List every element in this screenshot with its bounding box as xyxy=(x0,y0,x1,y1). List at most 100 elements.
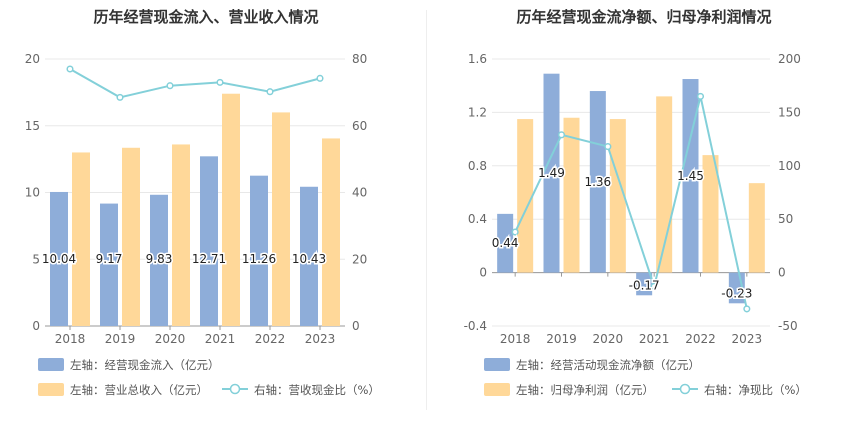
bar-series-2 xyxy=(72,152,90,326)
line-point xyxy=(511,228,519,236)
y-right-tick-label: 40 xyxy=(352,186,367,200)
x-tick-label: 2018 xyxy=(55,332,86,346)
bar-series-1 xyxy=(636,272,653,296)
bar-series-1 xyxy=(200,156,218,326)
line-point xyxy=(266,88,274,96)
x-tick-label: 2023 xyxy=(305,332,336,346)
x-tick-label: 2021 xyxy=(205,332,236,346)
line-point xyxy=(743,305,751,313)
data-label: 9.17 xyxy=(96,252,123,266)
x-tick-label: 2018 xyxy=(500,332,531,346)
line-point xyxy=(116,93,124,101)
line-point xyxy=(216,78,224,86)
bar-series-2 xyxy=(172,144,190,326)
data-label: 9.83 xyxy=(146,252,173,266)
line-point xyxy=(650,282,658,291)
bar-series-1 xyxy=(50,191,68,326)
data-label: -0.23 xyxy=(721,286,752,300)
x-tick-label: 2022 xyxy=(255,332,286,346)
y-left-tick-label: 1.6 xyxy=(468,52,487,66)
x-tick-label: 2021 xyxy=(639,332,670,346)
legend-swatch-series-1 xyxy=(38,358,64,371)
legend-label-series-3: 右轴：营收现金比（%） xyxy=(254,383,380,397)
line-series xyxy=(69,68,321,99)
legend-label-series-1: 左轴：经营活动现金流净额（亿元） xyxy=(516,358,700,372)
bar-series-2 xyxy=(702,155,719,273)
y-left-tick-label: 0.8 xyxy=(468,159,487,173)
legend-label-series-3: 右轴：净现比（%） xyxy=(704,383,807,397)
y-right-tick-label: 200 xyxy=(778,52,801,66)
x-tick-label: 2020 xyxy=(593,332,624,346)
line-point xyxy=(66,65,74,73)
bar-series-1 xyxy=(100,203,118,326)
y-left-tick-label: 5 xyxy=(32,252,40,266)
legend-swatch-series-1 xyxy=(484,358,510,371)
y-right-tick-label: 0 xyxy=(778,266,786,280)
legend-swatch-series-2 xyxy=(484,383,510,396)
legend-label-series-2: 左轴：归母净利润（亿元） xyxy=(516,383,654,397)
bar-series-2 xyxy=(609,119,626,273)
bar-series-2 xyxy=(748,183,765,273)
y-right-tick-label: -50 xyxy=(778,319,798,333)
chart-title: 历年经营现金流净额、归母净利润情况 xyxy=(516,8,771,26)
data-label: 11.26 xyxy=(242,252,276,266)
bar-series-2 xyxy=(122,147,140,326)
data-label: 10.43 xyxy=(292,252,326,266)
line-point xyxy=(166,82,174,90)
line-series xyxy=(514,96,748,310)
bar-series-1 xyxy=(150,194,168,326)
bar-series-2 xyxy=(517,119,534,273)
bar-series-1 xyxy=(250,175,268,326)
legend-swatch-series-2 xyxy=(38,383,64,396)
y-left-tick-label: 15 xyxy=(25,119,40,133)
y-right-tick-label: 50 xyxy=(778,212,793,226)
x-tick-label: 2019 xyxy=(105,332,136,346)
x-tick-label: 2019 xyxy=(546,332,577,346)
chart-title: 历年经营现金流入、营业收入情况 xyxy=(93,8,318,26)
data-label: 1.45 xyxy=(677,169,704,183)
data-label: 12.71 xyxy=(192,252,226,266)
chart-net-cashflow-profit: 历年经营现金流净额、归母净利润情况 -0.4 0 0.4 0.8 1.2 1.6 -50 0 50… xyxy=(464,8,807,397)
y-left-tick-label: 20 xyxy=(25,52,40,66)
line-point xyxy=(696,92,705,100)
y-left-tick-label: 0 xyxy=(479,266,487,280)
bar-series-2 xyxy=(272,112,290,327)
y-right-tick-label: 60 xyxy=(352,119,367,133)
bar-series-1 xyxy=(300,186,318,326)
x-tick-label: 2020 xyxy=(155,332,186,346)
data-label: 10.04 xyxy=(42,252,76,266)
y-left-tick-label: 0.4 xyxy=(468,212,487,226)
y-left-tick-label: -0.4 xyxy=(464,319,487,333)
data-label: 1.49 xyxy=(538,166,565,180)
data-label: 1.36 xyxy=(584,175,611,189)
y-right-tick-label: 100 xyxy=(778,159,801,173)
legend-label-series-1: 左轴：经营现金流入（亿元） xyxy=(70,358,220,372)
y-left-tick-label: 0 xyxy=(32,319,40,333)
bar-series-1 xyxy=(589,91,606,273)
x-tick-label: 2022 xyxy=(685,332,716,346)
y-right-tick-label: 20 xyxy=(352,252,367,266)
chart-cash-inflow-revenue: 历年经营现金流入、营业收入情况 0 5 10 15 20 0 20 40 60 80 2018 2019… xyxy=(25,8,380,397)
x-tick-label: 2023 xyxy=(732,332,763,346)
legend-swatch-line-marker xyxy=(679,383,691,395)
data-label: 0.44 xyxy=(492,236,519,250)
bar-series-2 xyxy=(322,138,340,326)
y-left-tick-label: 10 xyxy=(25,186,40,200)
bar-series-1 xyxy=(497,213,514,273)
bar-series-1 xyxy=(543,73,560,273)
line-point xyxy=(604,143,612,151)
bar-series-2 xyxy=(563,117,580,273)
legend-label-series-2: 左轴：营业总收入（亿元） xyxy=(70,383,208,397)
line-point xyxy=(316,74,324,82)
y-right-tick-label: 80 xyxy=(352,52,367,66)
y-left-tick-label: 1.2 xyxy=(468,105,487,119)
y-right-tick-label: 150 xyxy=(778,105,801,119)
panel-divider xyxy=(426,10,427,410)
legend-swatch-line-marker xyxy=(229,383,241,395)
bar-series-2 xyxy=(222,93,240,327)
line-point xyxy=(557,131,566,139)
bar-series-1 xyxy=(682,79,699,273)
data-label: -0.17 xyxy=(629,278,660,292)
y-right-tick-label: 0 xyxy=(352,319,360,333)
